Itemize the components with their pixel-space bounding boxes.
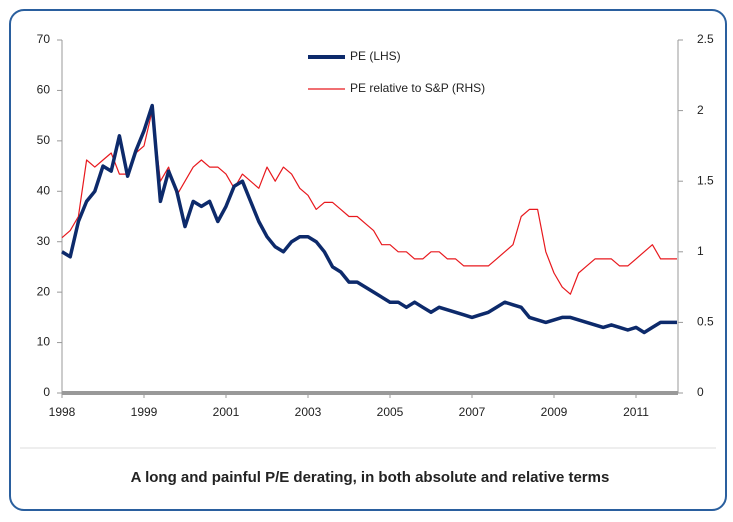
x-tick-label: 2011 xyxy=(623,405,649,419)
series-line xyxy=(61,103,677,335)
x-tick-label: 2003 xyxy=(295,405,322,419)
x-tick-label: 1998 xyxy=(49,405,76,419)
y-tick-label: 40 xyxy=(37,183,51,197)
x-tick-label: 2001 xyxy=(213,405,240,419)
y-tick-label: 0 xyxy=(43,385,50,399)
y-tick-label: 30 xyxy=(37,234,51,248)
y-tick-label: 60 xyxy=(37,83,51,97)
x-tick-label: 1999 xyxy=(131,405,158,419)
y-tick-label: 50 xyxy=(37,133,51,147)
y2-tick-label: 0.5 xyxy=(697,315,714,329)
x-tick-label: 2007 xyxy=(459,405,486,419)
legend-label: PE (LHS) xyxy=(350,49,401,63)
frame xyxy=(9,9,727,511)
y2-tick-label: 1.5 xyxy=(697,173,714,187)
caption: A long and painful P/E derating, in both… xyxy=(131,469,610,486)
legend-label: PE relative to S&P (RHS) xyxy=(350,81,485,95)
x-tick-label: 2005 xyxy=(377,405,404,419)
y2-tick-label: 1 xyxy=(697,244,704,258)
series-line xyxy=(61,110,677,295)
y-tick-label: 70 xyxy=(37,32,51,46)
y2-tick-label: 2 xyxy=(697,103,704,117)
x-tick-label: 2009 xyxy=(541,405,568,419)
y2-tick-label: 0 xyxy=(697,385,704,399)
y-tick-label: 20 xyxy=(37,284,51,298)
y2-tick-label: 2.5 xyxy=(697,32,714,46)
y-tick-label: 10 xyxy=(37,335,51,349)
